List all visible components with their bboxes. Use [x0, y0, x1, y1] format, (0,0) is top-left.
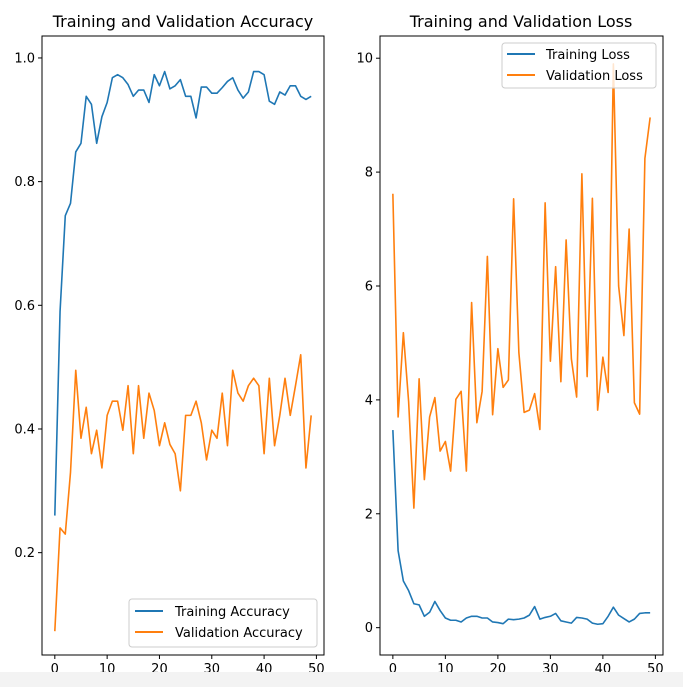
loss-y-tick-label: 0 [365, 621, 373, 636]
loss-title: Training and Validation Loss [409, 12, 633, 31]
accuracy-axes: Training and Validation Accuracy 0 10 20 30… [14, 12, 324, 677]
accuracy-legend-label-validation: Validation Accuracy [175, 626, 303, 641]
accuracy-plot-frame [41, 35, 325, 656]
accuracy-title: Training and Validation Accuracy [52, 12, 314, 31]
loss-series-line-training [392, 430, 651, 626]
loss-legend-box [501, 42, 657, 89]
window-bottom-strip [0, 672, 683, 687]
loss-legend-label-training: Training Loss [545, 48, 630, 63]
accuracy-series-line-training [54, 70, 312, 516]
accuracy-legend: Training Accuracy Validation Accuracy [128, 598, 318, 648]
loss-y-tick-label: 10 [356, 52, 373, 67]
loss-plot-frame [379, 35, 664, 656]
accuracy-series-line-validation [54, 353, 312, 632]
accuracy-y-tick-label: 0.4 [14, 422, 35, 437]
accuracy-legend-label-training: Training Accuracy [174, 605, 290, 620]
loss-y-tick-label: 8 [365, 166, 373, 181]
accuracy-x-tick-label: 0 [51, 662, 59, 677]
loss-y-tick-label: 2 [365, 507, 373, 522]
loss-axes: Training and Validation Loss 0 10 20 30 40 50… [356, 12, 663, 677]
loss-legend: Training Loss Validation Loss [501, 42, 657, 89]
accuracy-y-tick-label: 0.2 [14, 546, 35, 561]
accuracy-legend-box [128, 598, 318, 648]
accuracy-y-tick-label: 0.6 [14, 299, 35, 314]
loss-y-tick-label: 6 [365, 279, 373, 294]
loss-series-line-validation [392, 63, 651, 509]
loss-legend-label-validation: Validation Loss [546, 69, 643, 84]
accuracy-y-tick-label: 1.0 [14, 51, 35, 66]
accuracy-ticks-layer: 0 10 20 30 40 500.20.40.60.81.0 [14, 51, 324, 677]
accuracy-series-layer [54, 70, 312, 632]
loss-x-tick-label: 0 [389, 662, 397, 677]
loss-y-tick-label: 4 [365, 393, 373, 408]
accuracy-y-tick-label: 0.8 [14, 175, 35, 190]
loss-series-layer [392, 63, 651, 626]
